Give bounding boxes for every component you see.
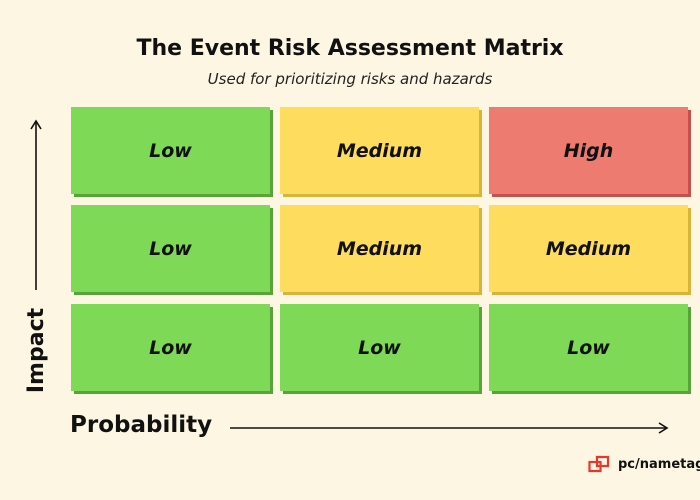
matrix-cell-r1-c3: High [489,107,688,194]
pc-nametag-logo-icon [588,455,610,473]
y-axis-arrow-icon [30,119,42,290]
matrix-cell-r2-c1: Low [71,205,270,292]
matrix-cell-r2-c3: Medium [489,205,688,292]
matrix-title: The Event Risk Assessment Matrix [136,36,564,61]
x-axis-label: Probability [70,412,213,438]
y-axis-label-wrapper: Impact [12,307,62,393]
x-axis-arrow-icon [230,422,669,434]
logo-name: pc/nametag [618,456,700,472]
matrix-cell-r3-c2: Low [280,304,479,391]
matrix-subtitle: Used for prioritizing risks and hazards [207,70,493,88]
brand-logo: pc/nametag® [588,455,700,473]
y-axis-label: Impact [24,307,50,393]
matrix-cell-r1-c2: Medium [280,107,479,194]
matrix-cell-r1-c1: Low [71,107,270,194]
matrix-cell-r2-c2: Medium [280,205,479,292]
matrix-cell-r3-c1: Low [71,304,270,391]
logo-text: pc/nametag® [618,457,700,472]
matrix-cell-r3-c3: Low [489,304,688,391]
